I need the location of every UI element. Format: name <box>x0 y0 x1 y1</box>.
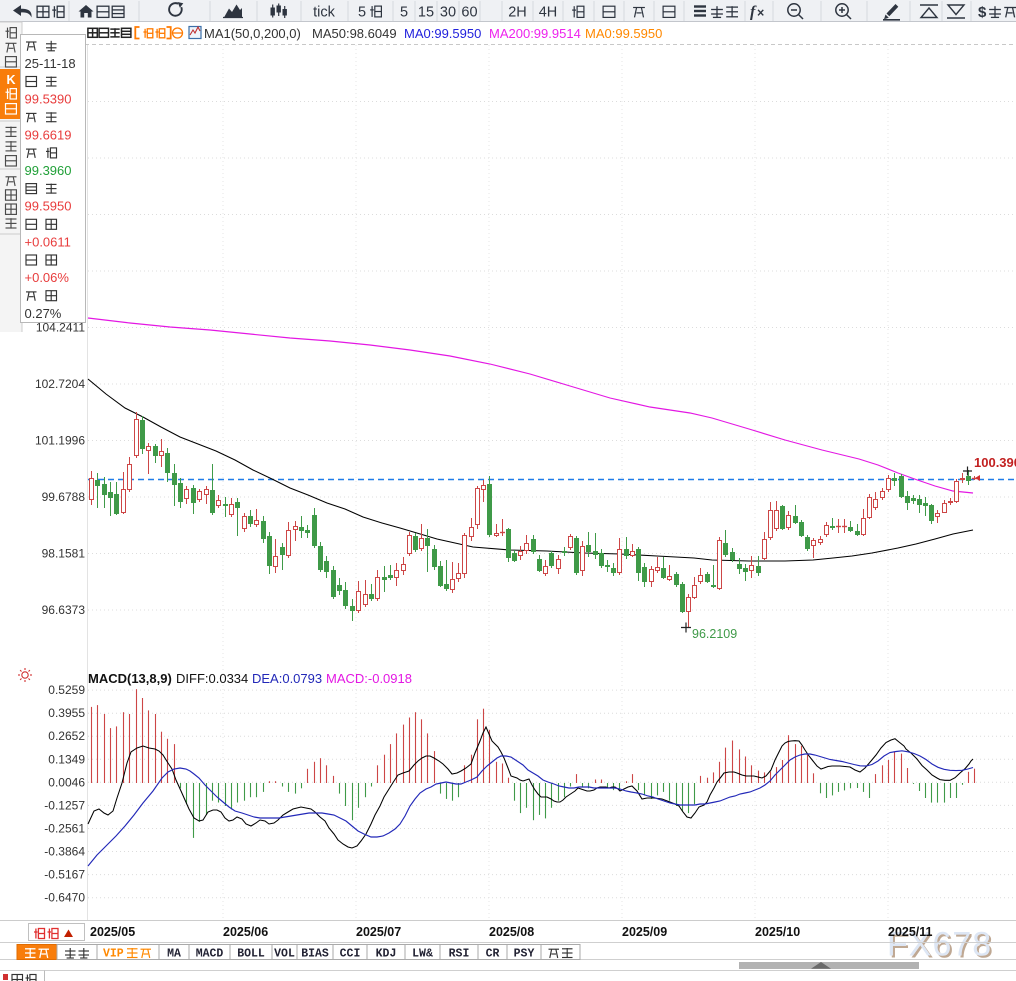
svg-text:MACD:-0.0918: MACD:-0.0918 <box>326 671 412 686</box>
svg-text:MACD: MACD <box>196 948 224 961</box>
svg-text:0.1349: 0.1349 <box>48 752 85 766</box>
svg-text:CR: CR <box>486 948 500 961</box>
svg-text:RSI: RSI <box>449 948 470 961</box>
svg-text:+0.0611: +0.0611 <box>25 234 71 249</box>
svg-text:99.5390: 99.5390 <box>25 92 72 107</box>
svg-text:LW&: LW& <box>412 948 433 961</box>
svg-text:60: 60 <box>461 5 477 21</box>
svg-text:MA0:99.5950: MA0:99.5950 <box>585 26 662 41</box>
svg-text:2025/05: 2025/05 <box>90 925 135 939</box>
svg-text:104.2411: 104.2411 <box>36 321 85 335</box>
svg-text:DEA:0.0793: DEA:0.0793 <box>252 671 322 686</box>
svg-text:0.3955: 0.3955 <box>48 706 85 720</box>
svg-text:2025/10: 2025/10 <box>755 925 800 939</box>
svg-text:102.7204: 102.7204 <box>35 377 85 391</box>
svg-text:25-11-18: 25-11-18 <box>25 56 76 71</box>
svg-text:101.1996: 101.1996 <box>35 434 85 448</box>
svg-text:2025/08: 2025/08 <box>489 925 534 939</box>
svg-text:4H: 4H <box>539 5 558 21</box>
svg-text:$: $ <box>978 4 987 21</box>
svg-text:DIFF:0.0334: DIFF:0.0334 <box>176 671 248 686</box>
svg-text:MACD(13,8,9): MACD(13,8,9) <box>88 671 172 686</box>
svg-text:0.2652: 0.2652 <box>48 729 85 743</box>
svg-text:5: 5 <box>358 5 366 21</box>
svg-text:2H: 2H <box>508 5 527 21</box>
svg-text:×: × <box>757 6 764 20</box>
svg-text:99.6788: 99.6788 <box>42 490 86 504</box>
svg-text:100.390: 100.390 <box>974 455 1016 470</box>
svg-text:PSY: PSY <box>514 948 535 961</box>
svg-text:-0.6470: -0.6470 <box>44 891 85 905</box>
svg-text:99.3960: 99.3960 <box>25 163 72 178</box>
svg-text:MA50:98.6049: MA50:98.6049 <box>312 26 397 41</box>
svg-text:MA1(50,0,200,0): MA1(50,0,200,0) <box>204 26 301 41</box>
svg-text:-0.3864: -0.3864 <box>44 845 85 859</box>
svg-text:5: 5 <box>400 5 408 21</box>
svg-text:MA: MA <box>167 948 181 961</box>
svg-text:VIP: VIP <box>103 948 124 961</box>
svg-text:99.6619: 99.6619 <box>25 127 72 142</box>
svg-text:BOLL: BOLL <box>237 948 265 961</box>
svg-text:KDJ: KDJ <box>376 948 397 961</box>
svg-text:2025/11: 2025/11 <box>888 925 933 939</box>
svg-text:VOL: VOL <box>274 948 295 961</box>
svg-text:2025/06: 2025/06 <box>223 925 268 939</box>
svg-text:-0.2561: -0.2561 <box>44 822 85 836</box>
svg-text:+0.06%: +0.06% <box>25 270 70 285</box>
svg-text:K: K <box>6 73 15 87</box>
svg-text:MA200:99.9514: MA200:99.9514 <box>489 26 581 41</box>
svg-text:2025/09: 2025/09 <box>622 925 667 939</box>
svg-text:98.1581: 98.1581 <box>42 547 86 561</box>
svg-text:30: 30 <box>440 5 456 21</box>
svg-text:96.6373: 96.6373 <box>42 603 86 617</box>
svg-text:FX678: FX678 <box>887 926 992 964</box>
svg-text:0.27%: 0.27% <box>25 306 62 321</box>
svg-text:0.5259: 0.5259 <box>48 683 85 697</box>
svg-text:-0.5167: -0.5167 <box>44 868 85 882</box>
svg-text:f: f <box>750 4 757 21</box>
svg-text:99.5950: 99.5950 <box>25 199 72 214</box>
svg-text:15: 15 <box>418 5 434 21</box>
svg-text:2025/07: 2025/07 <box>356 925 401 939</box>
svg-text:CCI: CCI <box>340 948 361 961</box>
svg-text:-0.1257: -0.1257 <box>44 798 85 812</box>
svg-text:tick: tick <box>313 5 336 21</box>
svg-text:96.2109: 96.2109 <box>692 627 737 641</box>
svg-text:BIAS: BIAS <box>301 948 329 961</box>
svg-text:0.0046: 0.0046 <box>48 775 85 789</box>
svg-text:MA0:99.5950: MA0:99.5950 <box>404 26 481 41</box>
